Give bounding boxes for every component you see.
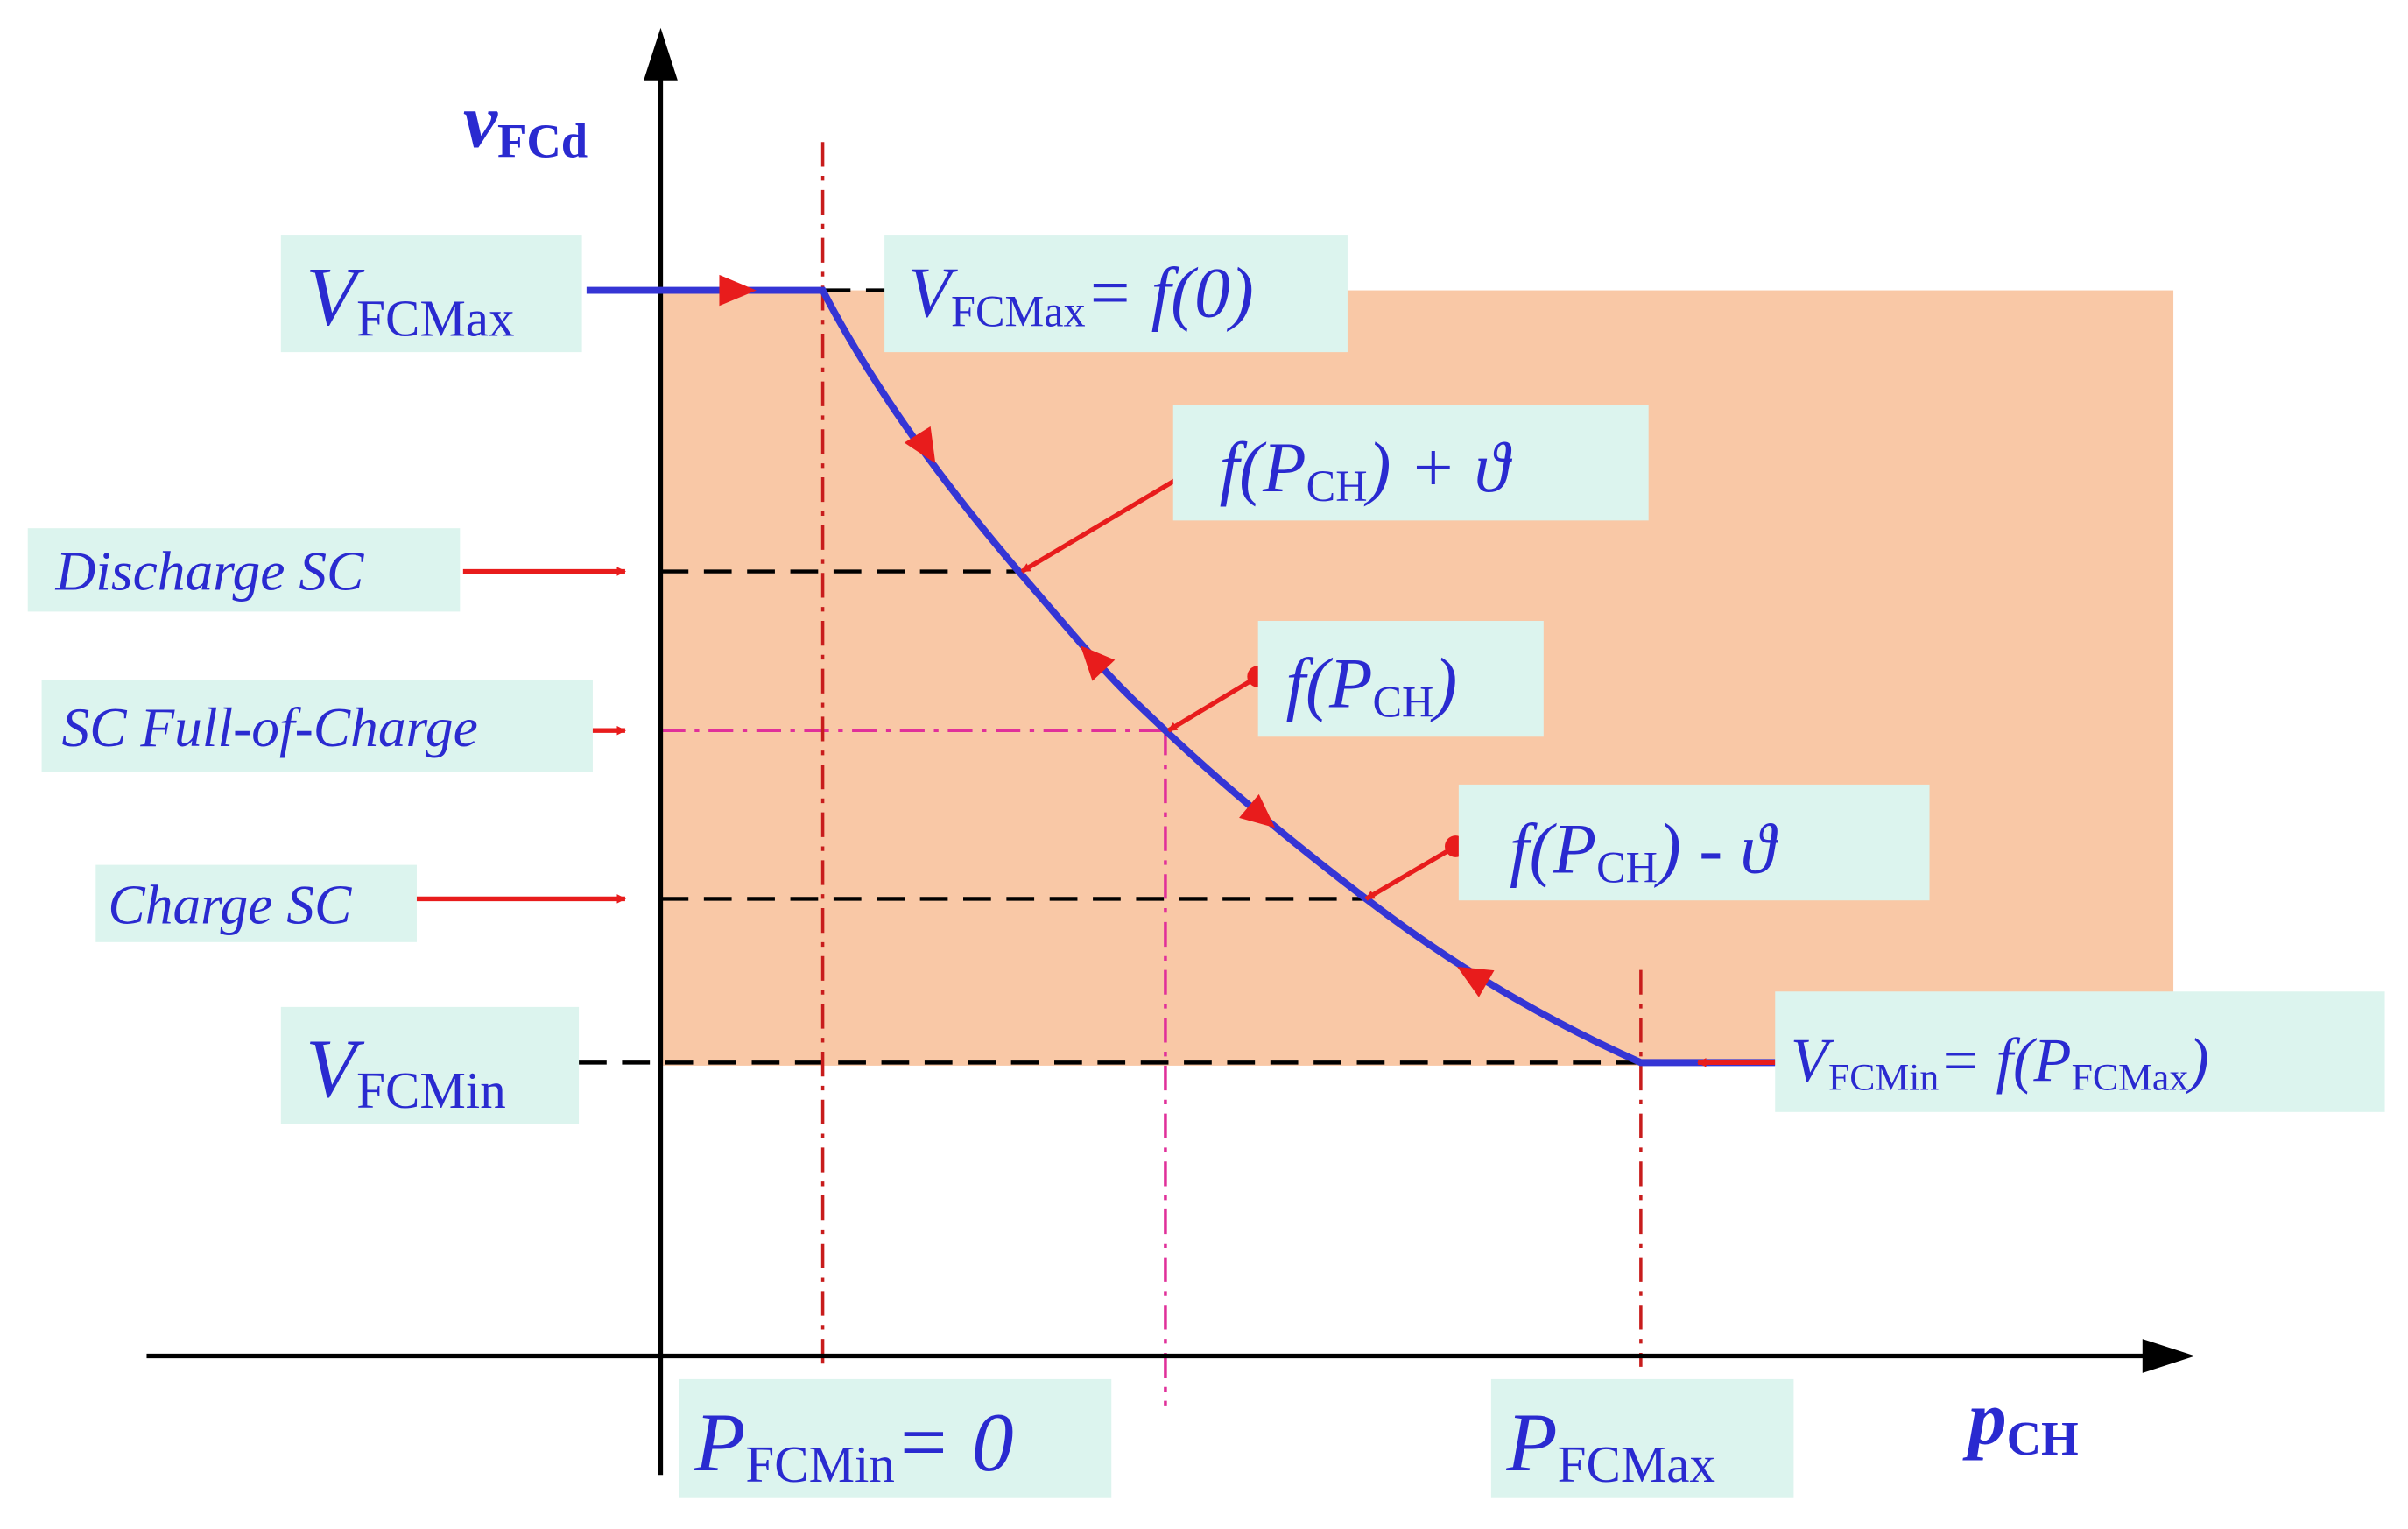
subscript: FCMax <box>2072 1056 2189 1098</box>
label-box <box>884 235 1348 353</box>
label-part: P <box>1262 428 1306 507</box>
label-box <box>679 1378 1112 1498</box>
subscript: FCMax <box>1558 1435 1715 1493</box>
label-box <box>1257 620 1544 737</box>
label-text: f(PCH) - ϑ <box>1510 809 1778 891</box>
subscript: FCd <box>497 115 588 168</box>
label-part: Discharge SC <box>54 540 364 602</box>
label-part: ) + ϑ <box>1364 428 1513 507</box>
label-part: P <box>1328 645 1373 723</box>
label-part: V <box>306 1022 365 1115</box>
label-part: SC Full-of-Charge <box>62 696 478 758</box>
subscript: FCMax <box>951 287 1086 336</box>
label-text: VFCMin <box>306 1022 506 1119</box>
subscript: CH <box>2007 1412 2079 1465</box>
label-part: ) <box>1430 645 1457 723</box>
axes <box>146 27 2195 1476</box>
label-part: P <box>2033 1027 2072 1096</box>
label-part: f( <box>1285 645 1334 723</box>
subscript: CH <box>1306 462 1368 511</box>
label-box <box>1458 784 1930 901</box>
level-arrows <box>409 472 1776 1067</box>
label-part: P <box>1553 809 1597 888</box>
label-part: f( <box>1510 809 1558 888</box>
label-box <box>41 680 593 772</box>
subscript: CH <box>1596 842 1658 891</box>
label-part: P <box>694 1396 745 1489</box>
label-part: = f( <box>1939 1027 2038 1096</box>
curve-arrows <box>719 274 1495 997</box>
label-box <box>1490 1378 1794 1498</box>
label-text: f(PCH) <box>1285 645 1457 727</box>
dashed-levels <box>579 288 1641 1065</box>
vertical-guides <box>820 142 1643 1367</box>
label-text: VFCMin= f(PFCMax) <box>1791 1027 2209 1099</box>
label-text: VFCMax <box>306 250 514 347</box>
label-part: P <box>1506 1396 1558 1489</box>
label-part: V <box>1791 1027 1834 1096</box>
label-text: Discharge SC <box>54 540 364 602</box>
label-part: ) - ϑ <box>1654 809 1779 888</box>
subscript: FCMax <box>356 289 514 347</box>
label-text: pCH <box>1962 1376 2079 1465</box>
label-part: Charge SC <box>108 874 352 936</box>
label-box <box>280 1006 580 1124</box>
label-box <box>1172 405 1649 521</box>
label-text: VFCMax= f(0) <box>908 254 1254 336</box>
label-part: = 0 <box>895 1396 1014 1489</box>
label-text: f(PCH) + ϑ <box>1220 428 1513 511</box>
subscript: CH <box>1373 678 1434 727</box>
subscript: FCMin <box>745 1435 895 1493</box>
label-text: PFCMax <box>1506 1396 1715 1493</box>
label-part: V <box>908 254 959 333</box>
label-part: = f(0) <box>1086 254 1254 333</box>
label-text: SC Full-of-Charge <box>62 696 478 758</box>
label-text: Charge SC <box>108 874 352 936</box>
label-box <box>95 864 417 942</box>
label-part: p <box>1962 1376 2007 1462</box>
label-part: v <box>463 79 498 165</box>
label-text: PFCMin= 0 <box>694 1396 1013 1493</box>
label-part: V <box>306 250 365 342</box>
label-part: ) <box>2185 1027 2208 1096</box>
label-part: f( <box>1220 428 1268 507</box>
subscript: FCMin <box>1828 1056 1939 1098</box>
label-box <box>27 528 461 612</box>
label-box <box>1775 991 2385 1112</box>
label-box <box>280 235 582 353</box>
subscript: FCMin <box>356 1061 506 1119</box>
label-text: vFCd <box>463 79 588 168</box>
